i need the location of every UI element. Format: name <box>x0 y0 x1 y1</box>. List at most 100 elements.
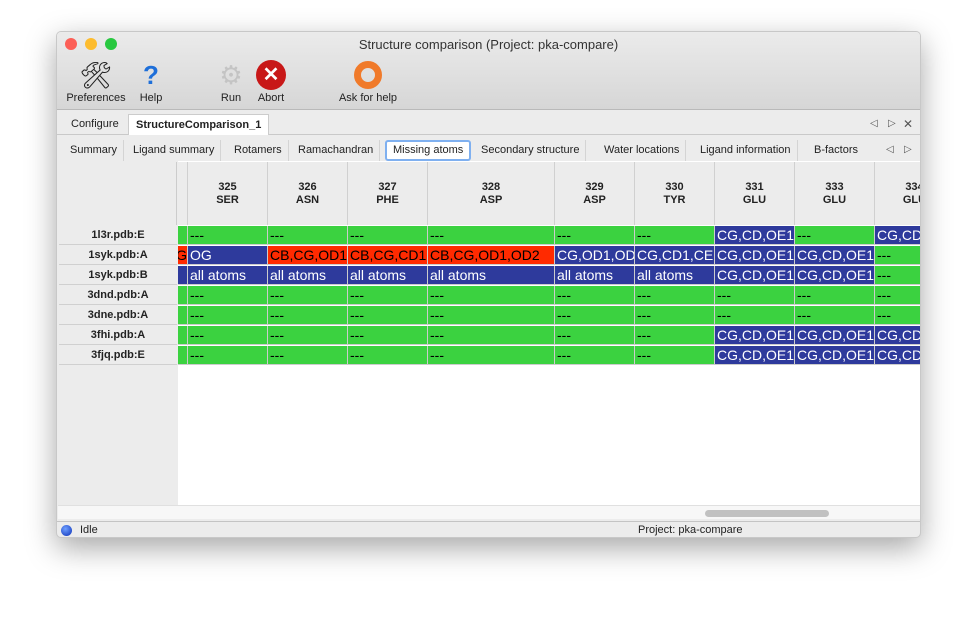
table-cell[interactable]: G <box>178 246 188 265</box>
table-cell[interactable]: --- <box>635 226 715 245</box>
abort-button[interactable]: ✕ Abort <box>253 58 289 104</box>
table-cell[interactable]: all atoms <box>555 266 635 285</box>
table-cell[interactable] <box>178 286 188 305</box>
subtab-rotamers[interactable]: Rotamers <box>228 140 289 161</box>
table-cell[interactable]: --- <box>348 306 428 325</box>
table-cell[interactable]: CG,CD <box>875 326 920 345</box>
row-header[interactable]: 3dnd.pdb:A <box>59 286 177 305</box>
table-cell[interactable]: --- <box>188 306 268 325</box>
tab-scroll-right-icon[interactable]: ▷ <box>888 118 896 129</box>
table-cell[interactable]: CG,CD,OE1 <box>715 246 795 265</box>
subtab-missing-atoms[interactable]: Missing atoms <box>385 140 472 161</box>
subtab-water-locations[interactable]: Water locations <box>598 140 687 161</box>
scrollbar-thumb[interactable] <box>705 510 829 517</box>
table-cell[interactable]: --- <box>555 346 635 365</box>
table-cell[interactable]: --- <box>268 286 348 305</box>
table-cell[interactable]: CG,CD,OE1 <box>715 266 795 285</box>
table-cell[interactable]: --- <box>428 326 555 345</box>
row-header[interactable]: 3fjq.pdb:E <box>59 346 177 365</box>
table-cell[interactable]: --- <box>555 326 635 345</box>
table-cell[interactable]: --- <box>555 286 635 305</box>
table-cell[interactable] <box>178 226 188 245</box>
zoom-window-button[interactable] <box>105 38 117 50</box>
preferences-button[interactable]: 🛠 Preferences <box>63 58 129 105</box>
table-cell[interactable]: --- <box>715 306 795 325</box>
table-cell[interactable]: CB,CG,OD1,OD2 <box>428 246 555 265</box>
subtab-ramachandran[interactable]: Ramachandran <box>292 140 381 161</box>
table-cell[interactable]: --- <box>795 226 875 245</box>
column-header[interactable]: 329 ASP <box>555 162 635 225</box>
column-header[interactable]: 334GLU <box>875 162 920 225</box>
table-cell[interactable]: --- <box>635 346 715 365</box>
table-cell[interactable]: --- <box>428 226 555 245</box>
column-header[interactable]: 333 GLU <box>795 162 875 225</box>
table-cell[interactable] <box>178 326 188 345</box>
table-cell[interactable]: OG <box>188 246 268 265</box>
table-cell[interactable]: all atoms <box>268 266 348 285</box>
table-cell[interactable]: CG,CD <box>875 226 920 245</box>
table-cell[interactable]: --- <box>348 286 428 305</box>
run-button[interactable]: ⚙ Run <box>215 58 247 105</box>
table-cell[interactable] <box>178 266 188 285</box>
table-cell[interactable]: --- <box>268 306 348 325</box>
close-window-button[interactable] <box>65 38 77 50</box>
table-cell[interactable]: --- <box>348 346 428 365</box>
table-cell[interactable]: all atoms <box>635 266 715 285</box>
column-header[interactable]: 325 SER <box>188 162 268 225</box>
table-cell[interactable]: --- <box>428 346 555 365</box>
table-cell[interactable]: --- <box>348 226 428 245</box>
table-cell[interactable]: --- <box>268 226 348 245</box>
table-cell[interactable]: CG,CD,OE1 <box>795 246 875 265</box>
subtab-b-factors[interactable]: B-factors <box>814 144 859 156</box>
table-cell[interactable]: --- <box>875 246 920 265</box>
table-cell[interactable]: --- <box>875 306 920 325</box>
table-cell[interactable]: CG,CD,OE1 <box>795 266 875 285</box>
table-cell[interactable]: --- <box>875 286 920 305</box>
table-cell[interactable] <box>178 346 188 365</box>
tab-scroll-left-icon[interactable]: ◁ <box>870 118 878 129</box>
table-cell[interactable]: --- <box>715 286 795 305</box>
table-cell[interactable] <box>178 306 188 325</box>
table-cell[interactable]: --- <box>635 306 715 325</box>
table-cell[interactable]: --- <box>795 286 875 305</box>
table-cell[interactable]: CG,CD,OE1 <box>715 226 795 245</box>
column-header[interactable]: 327 PHE <box>348 162 428 225</box>
table-cell[interactable]: --- <box>555 226 635 245</box>
table-cell[interactable]: --- <box>875 266 920 285</box>
table-cell[interactable]: --- <box>268 346 348 365</box>
row-header[interactable]: 1syk.pdb:A <box>59 246 177 265</box>
table-cell[interactable]: CG,CD,OE1 <box>715 326 795 345</box>
table-cell[interactable]: --- <box>428 286 555 305</box>
table-cell[interactable]: --- <box>635 286 715 305</box>
column-header[interactable]: 326 ASN <box>268 162 348 225</box>
row-header[interactable]: 1l3r.pdb:E <box>59 226 177 245</box>
row-header[interactable]: 1syk.pdb:B <box>59 266 177 285</box>
table-cell[interactable]: all atoms <box>188 266 268 285</box>
table-cell[interactable]: --- <box>188 226 268 245</box>
column-header[interactable]: 331 GLU <box>715 162 795 225</box>
help-button[interactable]: ? Help <box>135 58 167 105</box>
table-cell[interactable]: CG,CD,OE1 <box>715 346 795 365</box>
horizontal-scrollbar[interactable] <box>58 505 920 519</box>
minimize-window-button[interactable] <box>85 38 97 50</box>
table-cell[interactable]: --- <box>795 306 875 325</box>
subtab-secondary-structure[interactable]: Secondary structure <box>475 140 587 161</box>
subtab-scroll-right-icon[interactable]: ▷ <box>904 144 912 155</box>
table-cell[interactable]: --- <box>635 326 715 345</box>
table-cell[interactable]: CG,CD,OE1 <box>795 346 875 365</box>
column-header[interactable] <box>178 162 188 225</box>
table-cell[interactable]: --- <box>555 306 635 325</box>
table-cell[interactable]: --- <box>428 306 555 325</box>
subtab-ligand-summary[interactable]: Ligand summary <box>127 140 222 161</box>
table-cell[interactable]: all atoms <box>348 266 428 285</box>
table-cell[interactable]: --- <box>188 286 268 305</box>
table-cell[interactable]: CG,OD1,OD <box>555 246 635 265</box>
table-cell[interactable]: --- <box>188 326 268 345</box>
table-cell[interactable]: CG,CD,OE1 <box>795 326 875 345</box>
table-cell[interactable]: --- <box>268 326 348 345</box>
table-cell[interactable]: CG,CD1,CE <box>635 246 715 265</box>
tab-structure-comparison[interactable]: StructureComparison_1 <box>128 114 270 135</box>
close-tab-icon[interactable]: ✕ <box>903 117 914 131</box>
table-cell[interactable]: --- <box>188 346 268 365</box>
ask-for-help-button[interactable]: Ask for help <box>333 58 403 104</box>
